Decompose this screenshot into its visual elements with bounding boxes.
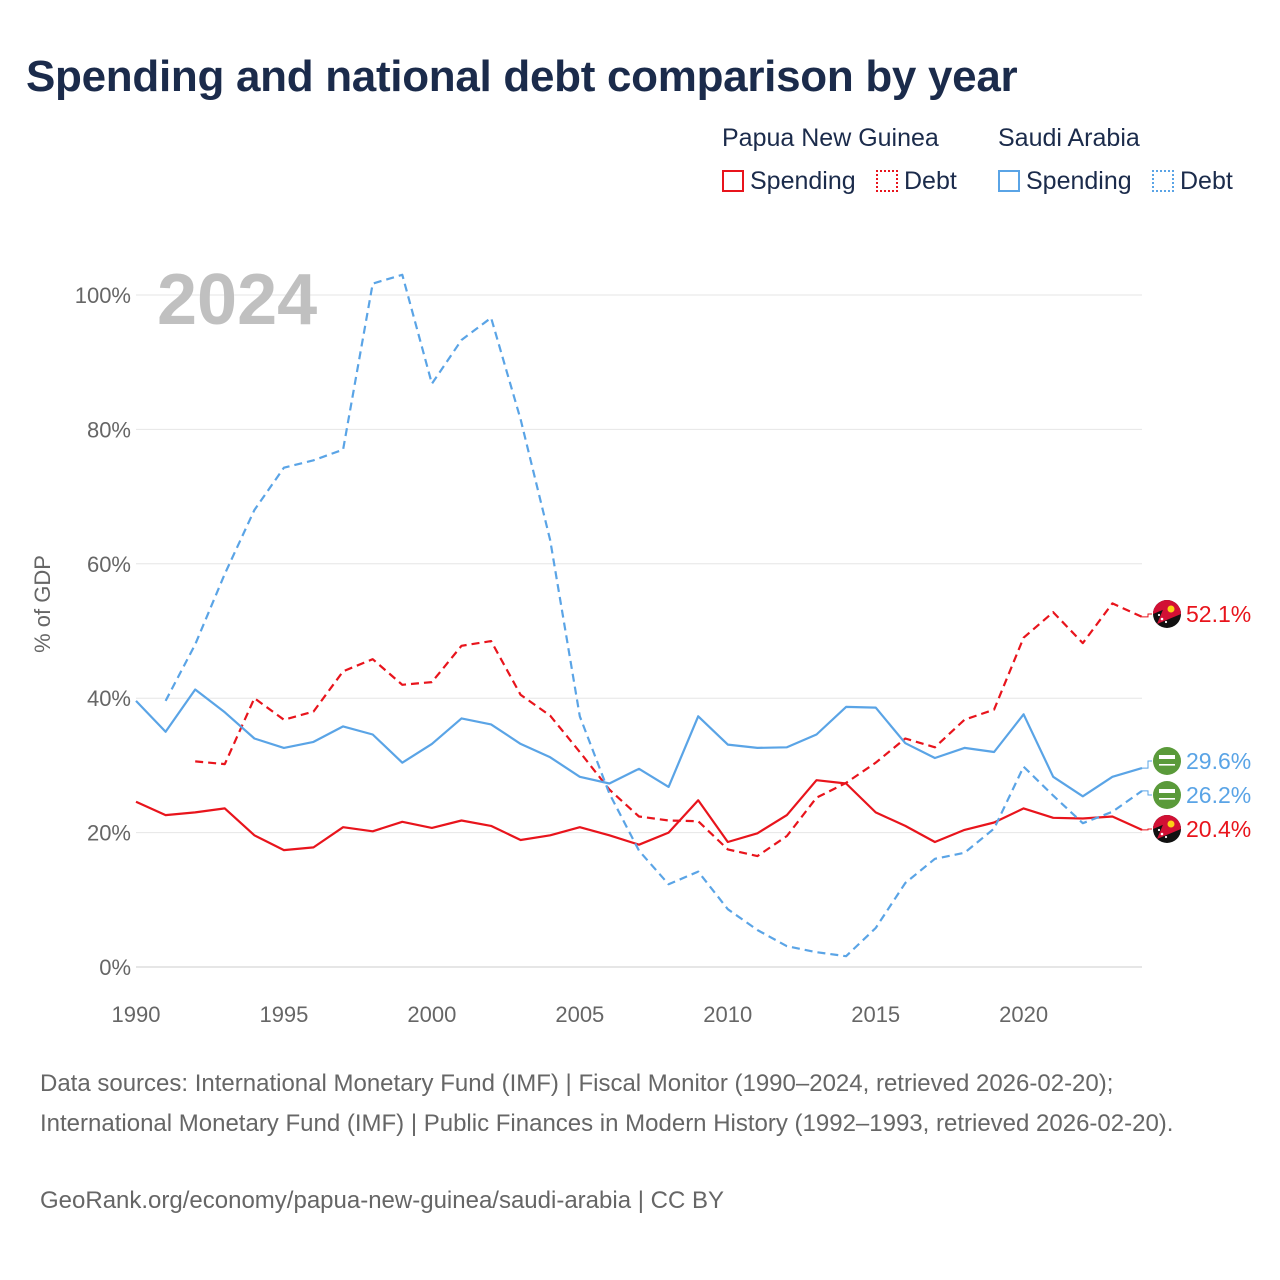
legend-swatch-dotted-icon — [1152, 170, 1174, 192]
legend-item-png-spending[interactable]: Spending — [722, 166, 856, 196]
credit-link[interactable]: GeoRank.org/economy/papua-new-guinea/sau… — [40, 1187, 724, 1214]
series-line-saudi-arabia-spending — [135, 688, 1143, 798]
png-flag-red-part — [1157, 815, 1181, 839]
legend-swatch-dotted-icon — [876, 170, 898, 192]
series-line-papua-new-guinea-debt — [195, 602, 1143, 858]
png-flag-star — [1157, 613, 1161, 617]
x-tick-label: 2015 — [851, 1002, 900, 1027]
saudi-flag-script — [1159, 755, 1175, 759]
end-value-label: 26.2% — [1186, 782, 1251, 808]
end-value-label: 29.6% — [1186, 748, 1251, 774]
chart-title: Spending and national debt comparison by… — [26, 52, 1018, 101]
png-flag-star — [1160, 617, 1164, 621]
png-flag-red-part — [1157, 600, 1181, 624]
y-tick-label: 0% — [99, 955, 131, 980]
x-tick-label: 2000 — [407, 1002, 456, 1027]
x-tick-label: 1995 — [259, 1002, 308, 1027]
series-line-papua-new-guinea-spending — [135, 779, 1143, 852]
legend-swatch-solid-icon — [722, 170, 744, 192]
legend-group-papua-new-guinea: Papua New Guinea — [722, 124, 939, 152]
png-flag-bird — [1167, 605, 1175, 613]
legend-label: Debt — [1180, 166, 1233, 195]
x-tick-label: 2020 — [999, 1002, 1048, 1027]
legend-item-sa-debt[interactable]: Debt — [1152, 166, 1233, 196]
legend-item-sa-spending[interactable]: Spending — [998, 166, 1132, 196]
y-tick-label: 100% — [75, 283, 131, 308]
y-tick-label: 20% — [87, 821, 131, 846]
saudi-flag-sword — [1159, 764, 1175, 766]
legend-item-png-debt[interactable]: Debt — [876, 166, 957, 196]
end-label-connector — [1142, 613, 1152, 618]
legend-label: Debt — [904, 166, 957, 195]
png-flag-star — [1164, 620, 1168, 624]
legend-swatch-solid-icon — [998, 170, 1020, 192]
end-label-connector — [1142, 828, 1152, 831]
saudi-flag-icon — [1153, 747, 1181, 775]
legend-label: Spending — [1026, 166, 1132, 195]
y-axis-label: % of GDP — [30, 555, 55, 653]
x-tick-label: 1990 — [112, 1002, 161, 1027]
line-chart: 0% 20% 40% 60% 80% 100% 1990 1995 2000 2005 2010 20… — [30, 260, 1251, 1027]
legend-label: Spending — [750, 166, 856, 195]
y-tick-label: 60% — [87, 552, 131, 577]
png-flag-star — [1164, 835, 1168, 839]
end-label-connector — [1142, 760, 1152, 769]
png-flag-bird — [1167, 820, 1175, 828]
x-tick-label: 2005 — [555, 1002, 604, 1027]
year-watermark: 2024 — [157, 260, 317, 340]
end-label-connector — [1142, 790, 1152, 796]
end-value-label: 52.1% — [1186, 601, 1251, 627]
saudi-flag-icon — [1153, 781, 1181, 809]
legend-group-saudi-arabia: Saudi Arabia — [998, 124, 1140, 152]
saudi-flag-script — [1159, 789, 1175, 793]
x-tick-label: 2010 — [703, 1002, 752, 1027]
png-flag-star — [1157, 828, 1161, 832]
png-flag-star — [1160, 832, 1164, 836]
y-tick-label: 80% — [87, 417, 131, 442]
saudi-flag-sword — [1159, 798, 1175, 800]
data-sources: Data sources: International Monetary Fun… — [40, 1070, 1174, 1137]
end-value-label: 20.4% — [1186, 816, 1251, 842]
series-line-saudi-arabia-debt — [164, 273, 1143, 958]
y-tick-label: 40% — [87, 686, 131, 711]
